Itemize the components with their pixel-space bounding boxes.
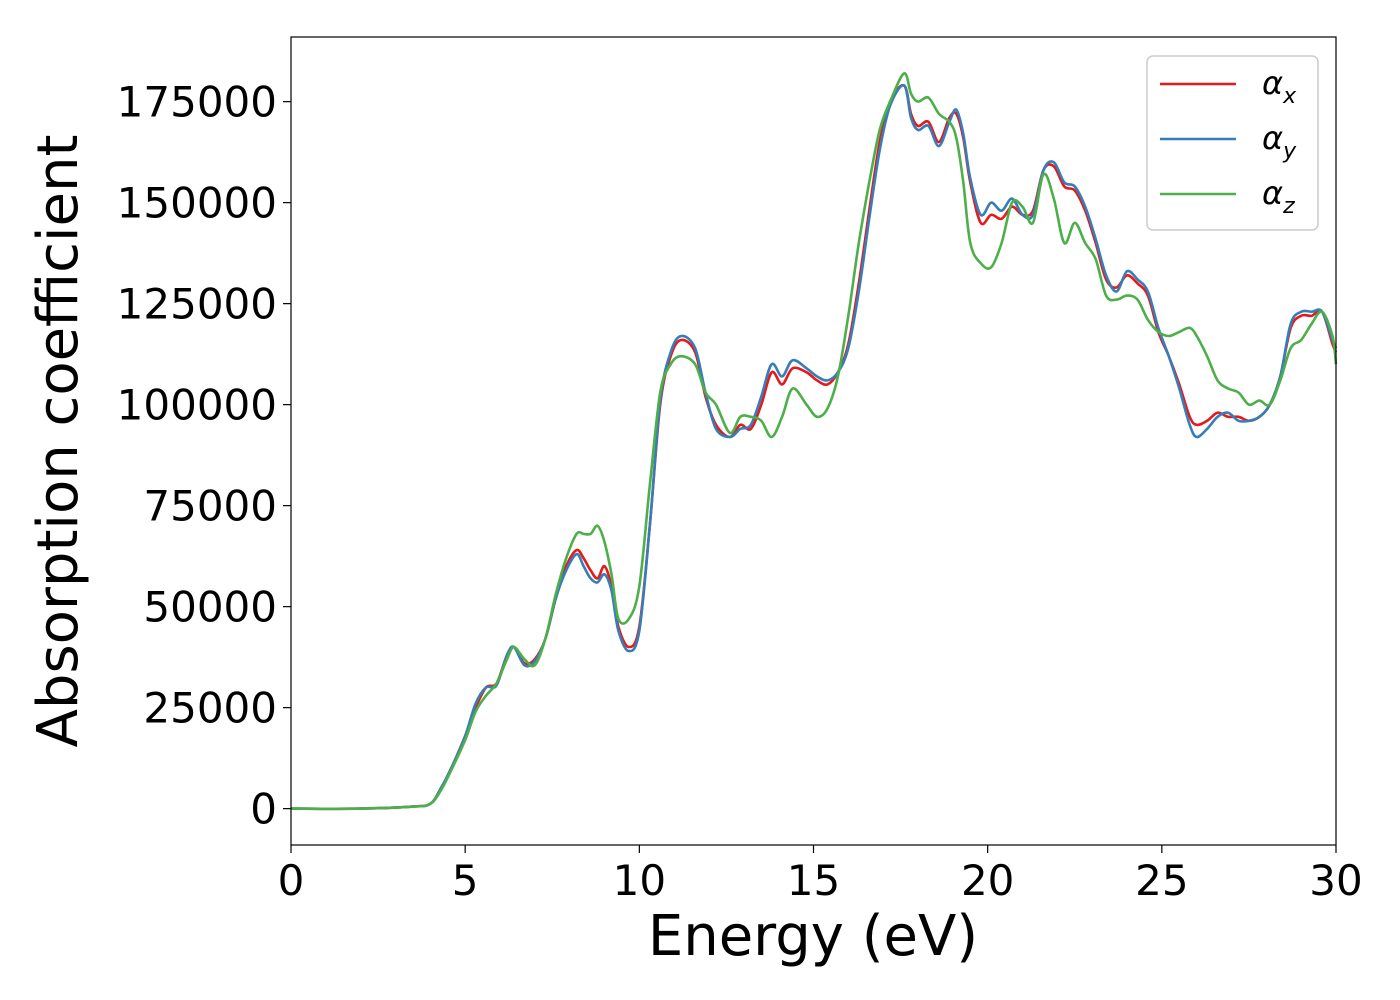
legend-box <box>1146 55 1319 231</box>
x-axis: 0 5 10 15 20 25 30 <box>278 845 1363 905</box>
y-tick-label: 150000 <box>117 179 277 228</box>
legend-label-y: αy <box>1262 119 1297 164</box>
x-tick-label: 30 <box>1309 856 1362 905</box>
x-tick-label: 0 <box>278 856 305 905</box>
legend-label-x: αx <box>1262 64 1297 109</box>
x-tick-label: 5 <box>452 856 479 905</box>
legend-label-z: αz <box>1262 174 1295 219</box>
x-tick-label: 10 <box>613 856 666 905</box>
x-tick-label: 20 <box>961 856 1014 905</box>
series-line-y <box>290 84 1338 811</box>
y-axis-label: Absorption coefficient <box>26 135 91 748</box>
y-axis: 0 25000 50000 75000 100000 125000 150000 175000 <box>117 78 291 834</box>
y-tick-label: 0 <box>250 785 277 834</box>
y-tick-label: 75000 <box>143 482 277 531</box>
x-tick-label: 25 <box>1135 856 1188 905</box>
x-tick-label: 15 <box>787 856 840 905</box>
x-axis-label: Energy (eV) <box>648 904 978 969</box>
y-tick-label: 25000 <box>143 684 277 733</box>
y-tick-label: 50000 <box>143 583 277 632</box>
series-line-z <box>290 72 1338 811</box>
legend: αx αy αz <box>1146 55 1319 231</box>
y-tick-label: 175000 <box>117 78 277 127</box>
series-layer <box>290 72 1338 811</box>
y-tick-label: 100000 <box>117 381 277 430</box>
y-tick-label: 125000 <box>117 280 277 329</box>
